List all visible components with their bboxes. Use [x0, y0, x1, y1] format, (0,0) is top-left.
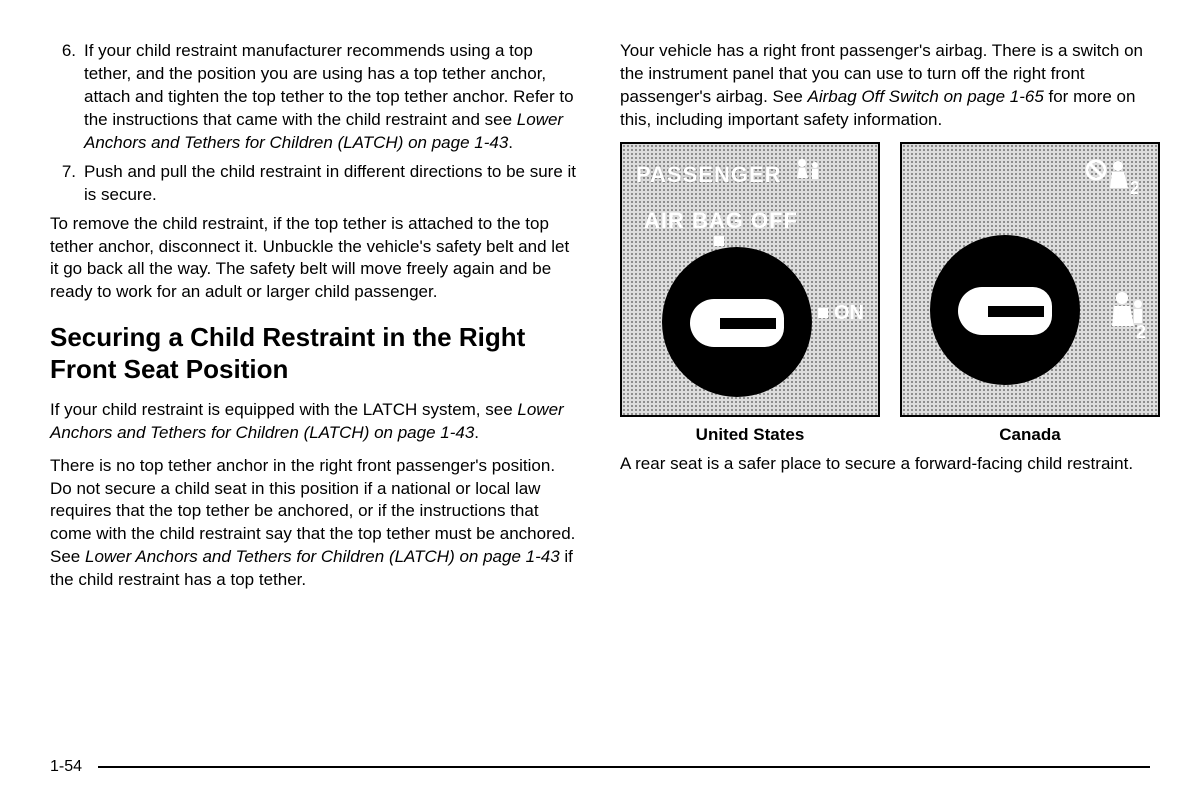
- passenger-text: PASSENGER: [636, 162, 782, 187]
- list-text: If your child restraint manufacturer rec…: [84, 41, 574, 129]
- key-slot-icon: [958, 287, 1052, 335]
- switch-panel-us: PASSENGER AIR BAG OFF ON: [620, 142, 880, 417]
- switch-dial: [662, 247, 812, 397]
- rear-seat-paragraph: A rear seat is a safer place to secure a…: [620, 453, 1150, 476]
- list-number: 7.: [50, 161, 84, 207]
- on-indicator-icon: [818, 308, 828, 318]
- key-blade-icon: [988, 306, 1044, 317]
- footer-rule: [98, 766, 1150, 768]
- switch-dial: [930, 235, 1080, 385]
- page-footer: 1-54: [50, 758, 1150, 776]
- key-slot-icon: [690, 299, 784, 347]
- page-number: 1-54: [50, 758, 82, 776]
- caption-us: United States: [696, 425, 805, 445]
- on-label: ON: [818, 302, 864, 325]
- switch-canada: 2 2: [900, 142, 1160, 445]
- switch-row: PASSENGER AIR BAG OFF ON: [620, 142, 1150, 445]
- no-tether-paragraph: There is no top tether anchor in the rig…: [50, 455, 580, 593]
- list-text-tail: .: [508, 133, 513, 152]
- key-blade-icon: [720, 318, 776, 329]
- svg-text:2: 2: [1136, 322, 1146, 340]
- list-item: 7. Push and pull the child restraint in …: [50, 161, 580, 207]
- person-seated-icon: 2: [1108, 290, 1148, 345]
- list-number: 6.: [50, 40, 84, 155]
- svg-text:2: 2: [1130, 178, 1138, 198]
- para-italic: Airbag Off Switch on page 1-65: [808, 87, 1044, 106]
- para-text: If your child restraint is equipped with…: [50, 400, 517, 419]
- airbag-paragraph: Your vehicle has a right front passenger…: [620, 40, 1150, 132]
- on-text: ON: [834, 302, 864, 325]
- list-item: 6. If your child restraint manufacturer …: [50, 40, 580, 155]
- airbag-off-label: AIR BAG OFF: [644, 208, 798, 234]
- list-body: If your child restraint manufacturer rec…: [84, 40, 580, 155]
- two-column-layout: 6. If your child restraint manufacturer …: [50, 40, 1150, 602]
- para-tail: .: [474, 423, 479, 442]
- list-text: Push and pull the child restraint in dif…: [84, 162, 576, 204]
- passenger-label: PASSENGER: [636, 158, 821, 188]
- remove-paragraph: To remove the child restraint, if the to…: [50, 213, 580, 305]
- left-column: 6. If your child restraint manufacturer …: [50, 40, 580, 602]
- switch-panel-canada: 2 2: [900, 142, 1160, 417]
- switch-us: PASSENGER AIR BAG OFF ON: [620, 142, 880, 445]
- section-heading: Securing a Child Restraint in the Right …: [50, 322, 580, 384]
- off-indicator-icon: [714, 236, 724, 246]
- right-column: Your vehicle has a right front passenger…: [620, 40, 1150, 602]
- person-seated-icon: [795, 162, 821, 187]
- list-body: Push and pull the child restraint in dif…: [84, 161, 580, 207]
- latch-paragraph: If your child restraint is equipped with…: [50, 399, 580, 445]
- caption-canada: Canada: [999, 425, 1060, 445]
- airbag-off-pictogram-icon: 2: [1084, 158, 1138, 207]
- para-italic: Lower Anchors and Tethers for Children (…: [85, 547, 560, 566]
